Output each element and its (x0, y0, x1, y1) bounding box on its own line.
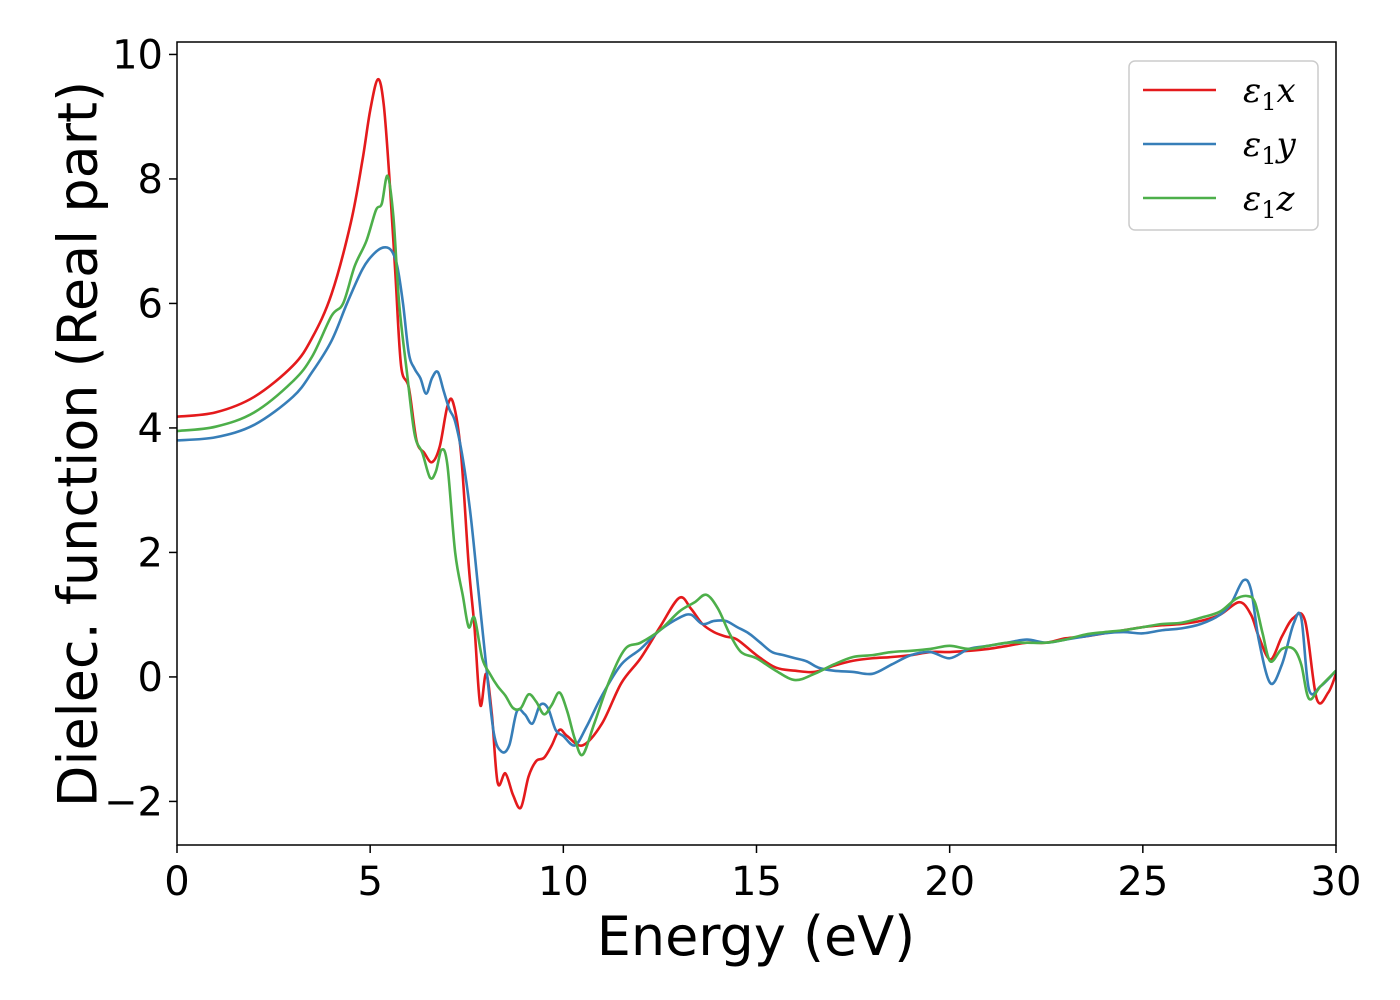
series-line-z (177, 174, 1336, 757)
legend-box (1128, 60, 1319, 231)
y-tick-label: 2 (138, 530, 163, 576)
x-tick-label: 30 (1311, 859, 1362, 905)
series-line-y (177, 245, 1336, 754)
y-axis-title: Dielec. function (Real part) (47, 81, 110, 807)
x-tick-label: 0 (164, 859, 189, 905)
y-tick-label: 8 (138, 157, 163, 203)
x-tick-label: 10 (538, 859, 589, 905)
legend-label-x: ε1x (1243, 71, 1296, 116)
x-tick-label: 15 (731, 859, 782, 905)
y-tick-label: 0 (138, 655, 163, 701)
x-tick-label: 25 (1117, 859, 1168, 905)
y-tick-label: 4 (138, 406, 163, 452)
y-tick-label: 6 (138, 281, 163, 327)
y-tick-label: 10 (112, 32, 163, 78)
x-tick-label: 5 (357, 859, 382, 905)
x-axis-title: Energy (eV) (597, 905, 916, 968)
x-tick-label: 20 (924, 859, 975, 905)
legend: ε1x ε1y ε1z (1128, 60, 1319, 231)
legend-label-z: ε1z (1243, 179, 1296, 224)
legend-label-y: ε1y (1243, 125, 1297, 170)
y-tick-label: −2 (104, 779, 163, 825)
series-layer (177, 78, 1336, 810)
